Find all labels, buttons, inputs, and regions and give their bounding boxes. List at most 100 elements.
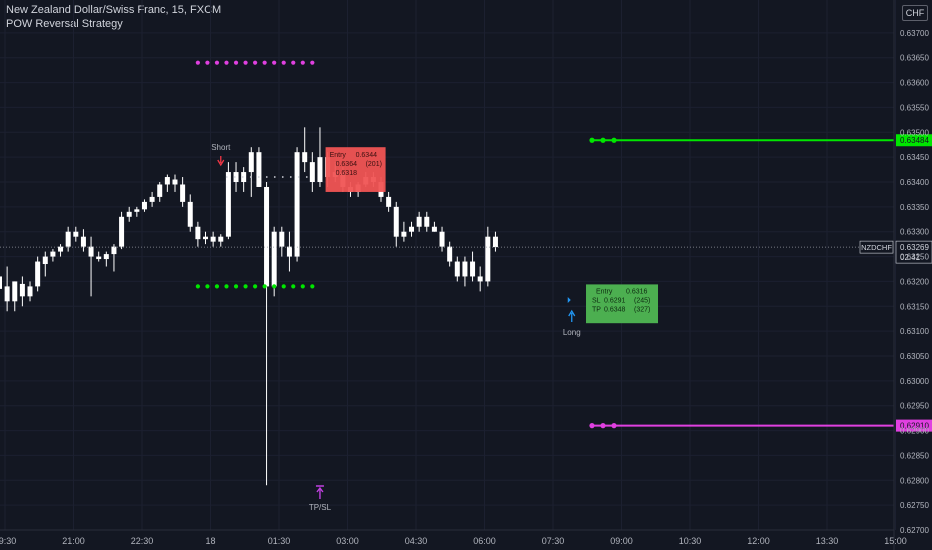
candle-body bbox=[454, 261, 460, 277]
y-tick-label: 0.63600 bbox=[900, 79, 929, 88]
short-target-dots bbox=[243, 284, 248, 289]
short-stop-dots bbox=[300, 60, 305, 65]
x-tick-label: 19:30 bbox=[0, 536, 16, 546]
candle-body bbox=[134, 209, 140, 212]
candle-body bbox=[141, 201, 147, 210]
short-entry-dots bbox=[249, 176, 252, 178]
short-stop-dots bbox=[272, 60, 277, 65]
candle-body bbox=[309, 162, 315, 182]
x-tick-label: 15:00 bbox=[884, 536, 907, 546]
short-stop-dots bbox=[233, 60, 239, 65]
short-box bbox=[325, 147, 386, 192]
short-target-dots bbox=[214, 284, 220, 289]
candle-body bbox=[462, 261, 468, 277]
short-stop-dots bbox=[195, 60, 200, 65]
candle-body bbox=[447, 246, 453, 262]
short-target-dots bbox=[224, 284, 229, 289]
y-tick-label: 0.63650 bbox=[900, 54, 929, 63]
short-box-sl: 0.6364 bbox=[336, 161, 358, 168]
symbol-tag bbox=[859, 240, 894, 254]
long-box-entry-label: Entry bbox=[596, 288, 613, 295]
y-tick-label: 0.62850 bbox=[900, 451, 929, 460]
short-entry-dots bbox=[273, 176, 276, 178]
y-tick-label: 0.63150 bbox=[900, 302, 929, 311]
candle-body bbox=[416, 216, 422, 227]
short-box-sl-pts: (201) bbox=[366, 161, 382, 168]
currency-button[interactable]: CHF bbox=[902, 5, 928, 21]
take-profit-dot bbox=[600, 137, 606, 143]
y-tick-label: 0.63550 bbox=[900, 103, 929, 112]
candle-body bbox=[126, 211, 132, 217]
candle-body bbox=[470, 261, 476, 277]
tpsl-icon bbox=[315, 485, 324, 499]
candle-body bbox=[248, 152, 254, 173]
last-price-tag bbox=[895, 240, 932, 264]
x-tick-label: 21:00 bbox=[62, 536, 85, 546]
candle-body bbox=[58, 246, 64, 252]
x-tick-label: 09:00 bbox=[610, 536, 633, 546]
short-entry-dots bbox=[241, 176, 244, 178]
short-target-dots bbox=[281, 284, 286, 289]
grid bbox=[0, 0, 896, 531]
y-tick-label: 0.63350 bbox=[900, 203, 929, 212]
short-box-entry: 0.6344 bbox=[356, 152, 378, 159]
short-target-dots bbox=[253, 284, 258, 289]
candle-body bbox=[218, 236, 224, 242]
candle-body bbox=[172, 179, 178, 185]
candle-body bbox=[65, 231, 71, 247]
candle-body bbox=[88, 246, 94, 257]
short-entry-dots bbox=[225, 176, 228, 178]
y-tick-label: 0.62950 bbox=[900, 402, 929, 411]
candle-body bbox=[485, 236, 491, 282]
y-tick-label: 0.62750 bbox=[900, 501, 929, 510]
y-tick-label: 0.63300 bbox=[900, 228, 929, 237]
strategy-name[interactable]: POW Reversal Strategy bbox=[6, 18, 123, 30]
candle-body bbox=[27, 286, 33, 297]
candle-body bbox=[80, 236, 86, 247]
long-box-tp-label: TP bbox=[592, 306, 601, 313]
candle-body bbox=[157, 184, 163, 197]
short-target-dots bbox=[272, 284, 277, 289]
short-entry-dots bbox=[265, 176, 268, 178]
y-tick-label: 0.63450 bbox=[900, 153, 929, 162]
x-tick-label: 22:30 bbox=[131, 536, 154, 546]
candle-body bbox=[279, 231, 285, 247]
last-price-text: 0.63269 bbox=[900, 243, 929, 252]
candle-body bbox=[187, 201, 193, 227]
long-box-entry: 0.6316 bbox=[626, 288, 648, 295]
short-entry-dots bbox=[257, 176, 260, 178]
price-axis[interactable]: 0.62700 0.62750 0.62800 0.62850 0.62900 0.629… bbox=[893, 0, 929, 550]
short-stop-dots bbox=[281, 60, 286, 65]
candle-body bbox=[0, 276, 2, 289]
x-tick-label: 13:30 bbox=[816, 536, 839, 546]
tpsl-label: TP/SL bbox=[309, 503, 332, 512]
long-box-tp: 0.6348 bbox=[604, 306, 626, 313]
candle-body bbox=[302, 152, 308, 163]
time-axis[interactable]: 19:30 21:00 22:30 18 01:30 03:00 04:30 06:00 07:… bbox=[0, 529, 907, 546]
candle-body bbox=[195, 226, 201, 240]
x-tick-label: 03:00 bbox=[336, 536, 359, 546]
short-stop-dots bbox=[253, 60, 258, 65]
long-entry-marker bbox=[567, 297, 571, 303]
x-tick-label: 04:30 bbox=[405, 536, 428, 546]
stop-loss-dot bbox=[589, 423, 595, 429]
candle-body bbox=[439, 231, 445, 247]
long-label: Long bbox=[563, 328, 581, 337]
y-tick-label: 0.62800 bbox=[900, 476, 929, 485]
y-tick-label: 0.62900 bbox=[900, 427, 929, 436]
take-profit-dot bbox=[611, 137, 617, 143]
y-tick-label: 0.63200 bbox=[900, 277, 929, 286]
y-tick-label: 0.63250 bbox=[900, 253, 929, 262]
candle-body bbox=[477, 276, 483, 282]
candle-body bbox=[492, 236, 498, 248]
long-box-tp-pts: (327) bbox=[634, 306, 650, 313]
candle-body bbox=[424, 216, 430, 227]
short-entry-dots bbox=[289, 176, 292, 178]
short-entry-dots bbox=[233, 176, 236, 178]
symbol-tag-text: NZDCHF bbox=[861, 243, 892, 252]
short-target-dots bbox=[233, 284, 239, 289]
short-arrow-icon bbox=[217, 156, 225, 167]
y-tick-label: 0.62700 bbox=[900, 526, 929, 535]
long-box-sl: 0.6291 bbox=[604, 297, 626, 304]
